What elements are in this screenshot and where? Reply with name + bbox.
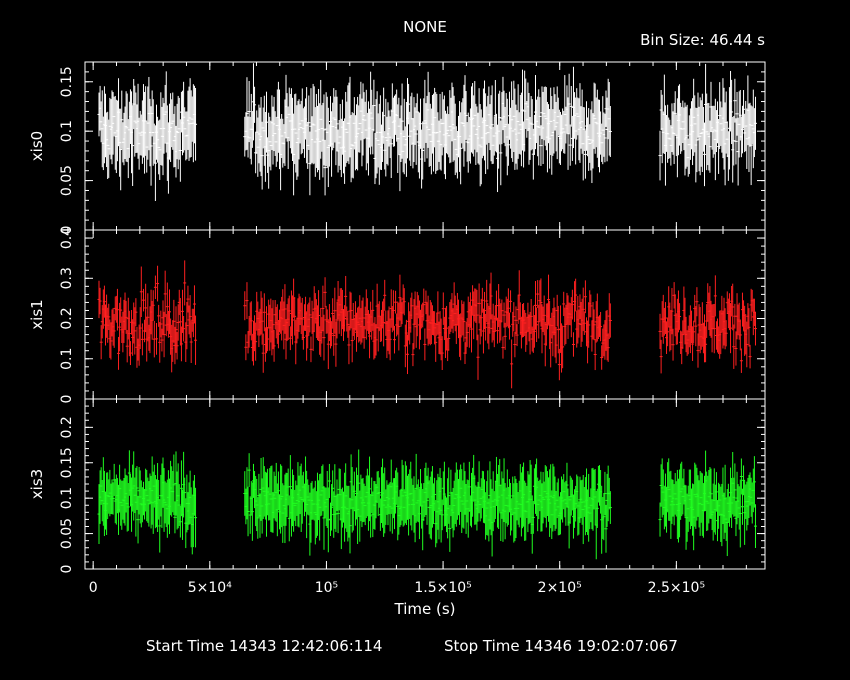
time-axis: 0 5×10⁴ 10⁵ 1.5×10⁵ 2×10⁵ 2.5×10⁵ bbox=[89, 580, 705, 596]
bin-size-label: Bin Size: 46.44 s bbox=[640, 31, 765, 49]
xis3-y-tick-label: 0.05 bbox=[59, 518, 75, 549]
xis1-y-tick-label: 0.1 bbox=[59, 348, 75, 370]
xis3-data-points bbox=[97, 449, 757, 560]
x-tick-label: 1.5×10⁵ bbox=[414, 580, 471, 596]
xis3-y-tick-label: 0.15 bbox=[59, 447, 75, 478]
xis0-y-tick-label: 0 bbox=[59, 226, 75, 235]
x-tick-label: 0 bbox=[89, 580, 98, 596]
xis0-data-points bbox=[97, 63, 757, 201]
xis1-y-tick-label: 0 bbox=[59, 395, 75, 404]
x-axis-label: Time (s) bbox=[394, 600, 456, 618]
xis0-panel: 0 0.05 0.1 0.15 xis0 bbox=[28, 61, 766, 235]
xis0-y-tick-label: 0.1 bbox=[59, 120, 75, 142]
x-tick-label: 2.5×10⁵ bbox=[648, 580, 705, 596]
xis3-y-tick-label: 0 bbox=[59, 565, 75, 574]
xis3-panel: 0 0.05 0.1 0.15 0.2 xis3 bbox=[28, 398, 766, 574]
xis3-y-tick-label: 0.1 bbox=[59, 487, 75, 509]
xis1-y-tick-label: 0.3 bbox=[59, 267, 75, 289]
xis1-y-tick-label: 0.4 bbox=[59, 227, 75, 249]
start-time-label: Start Time 14343 12:42:06:114 bbox=[146, 637, 382, 655]
xis3-y-tick-label: 0.2 bbox=[59, 416, 75, 438]
x-tick-label: 2×10⁵ bbox=[538, 580, 582, 596]
xis0-y-tick-label: 0.05 bbox=[59, 165, 75, 196]
xis3-y-label: xis3 bbox=[28, 469, 46, 499]
chart-title: NONE bbox=[403, 18, 447, 36]
xis0-y-tick-label: 0.15 bbox=[59, 66, 75, 97]
x-tick-label: 10⁵ bbox=[315, 580, 338, 596]
xis1-panel: 0 0.1 0.2 0.3 0.4 xis1 bbox=[28, 227, 766, 404]
xis1-data-points bbox=[97, 260, 757, 389]
xis1-y-tick-label: 0.2 bbox=[59, 307, 75, 329]
xis1-y-label: xis1 bbox=[28, 299, 46, 329]
stop-time-label: Stop Time 14346 19:02:07:067 bbox=[444, 637, 678, 655]
x-tick-label: 5×10⁴ bbox=[188, 580, 232, 596]
xis0-y-label: xis0 bbox=[28, 131, 46, 161]
